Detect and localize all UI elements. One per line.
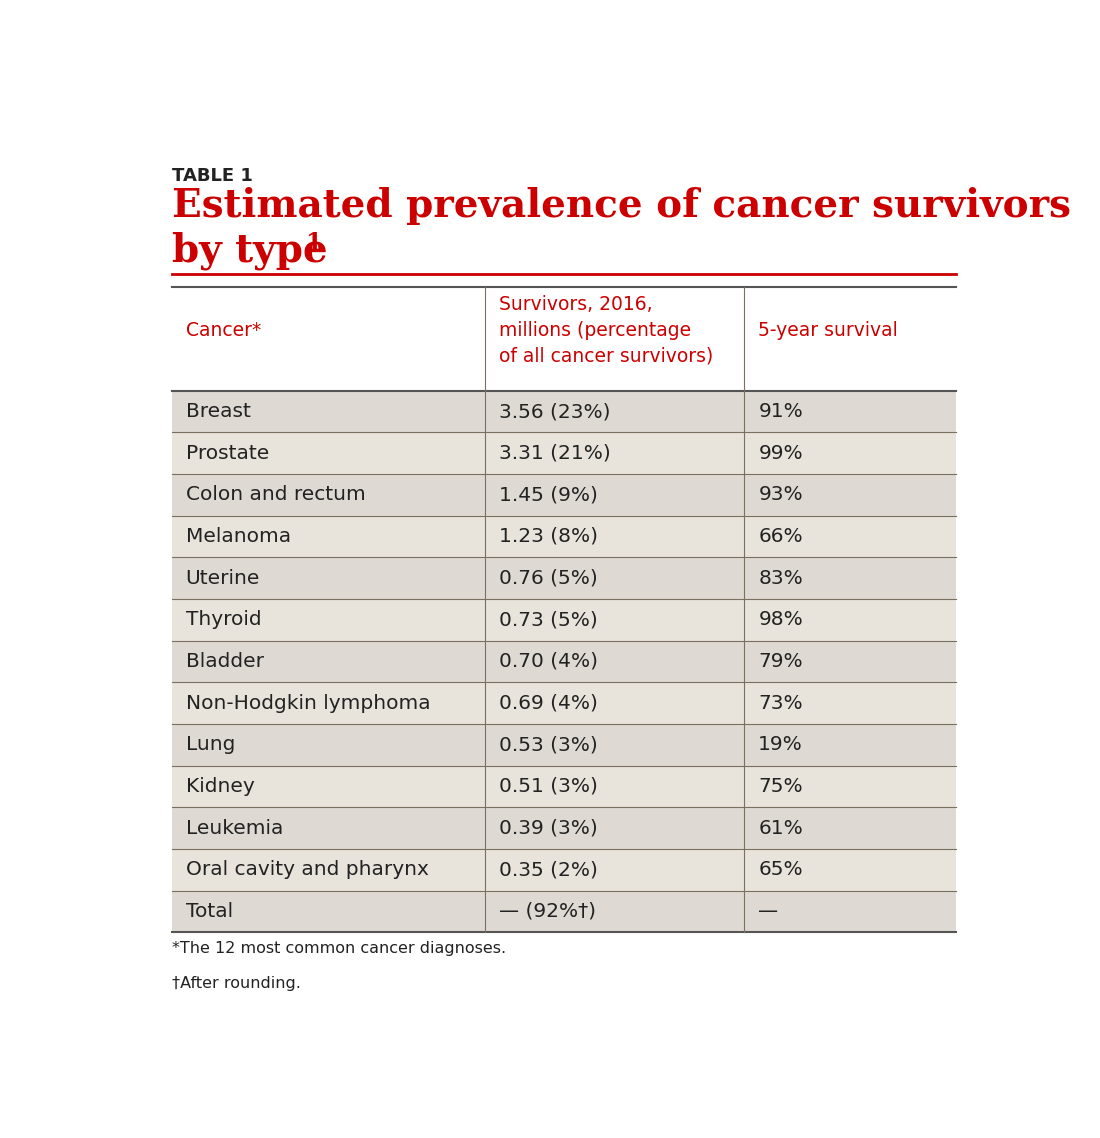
Text: 91%: 91% <box>758 402 803 421</box>
Text: Colon and rectum: Colon and rectum <box>186 485 365 504</box>
Bar <box>172 849 956 891</box>
Text: 99%: 99% <box>758 444 803 463</box>
Text: 0.69 (4%): 0.69 (4%) <box>499 693 598 712</box>
Text: Non-Hodgkin lymphoma: Non-Hodgkin lymphoma <box>186 693 430 712</box>
Bar <box>172 683 956 724</box>
Bar <box>172 599 956 641</box>
Text: 0.53 (3%): 0.53 (3%) <box>499 735 598 754</box>
Text: 19%: 19% <box>758 735 803 754</box>
Text: Oral cavity and pharynx: Oral cavity and pharynx <box>186 860 429 880</box>
Text: Estimated prevalence of cancer survivors: Estimated prevalence of cancer survivors <box>172 188 1070 225</box>
Text: 0.70 (4%): 0.70 (4%) <box>499 652 598 671</box>
Text: Survivors, 2016,
millions (percentage
of all cancer survivors): Survivors, 2016, millions (percentage of… <box>499 295 714 365</box>
Text: Lung: Lung <box>186 735 235 754</box>
Bar <box>172 641 956 683</box>
Text: 73%: 73% <box>758 693 803 712</box>
Text: 0.76 (5%): 0.76 (5%) <box>499 569 598 587</box>
Text: 98%: 98% <box>758 610 803 629</box>
Bar <box>172 432 956 475</box>
Text: *The 12 most common cancer diagnoses.: *The 12 most common cancer diagnoses. <box>172 941 506 956</box>
Text: 75%: 75% <box>758 777 803 795</box>
Text: Uterine: Uterine <box>186 569 260 587</box>
Bar <box>172 516 956 558</box>
Text: 3.56 (23%): 3.56 (23%) <box>499 402 611 421</box>
Text: Thyroid: Thyroid <box>186 610 262 629</box>
Text: 1: 1 <box>306 231 322 255</box>
Text: Cancer*: Cancer* <box>186 321 261 340</box>
Text: 66%: 66% <box>758 527 803 546</box>
Text: 3.31 (21%): 3.31 (21%) <box>499 444 612 463</box>
Text: 1.45 (9%): 1.45 (9%) <box>499 485 598 504</box>
Text: Kidney: Kidney <box>186 777 254 795</box>
Text: Total: Total <box>186 902 233 921</box>
Text: TABLE 1: TABLE 1 <box>172 167 253 185</box>
Bar <box>172 807 956 849</box>
Bar <box>172 724 956 766</box>
Text: 0.51 (3%): 0.51 (3%) <box>499 777 598 795</box>
Bar <box>172 390 956 432</box>
Text: †After rounding.: †After rounding. <box>172 976 300 991</box>
Text: 1.23 (8%): 1.23 (8%) <box>499 527 598 546</box>
Text: 0.73 (5%): 0.73 (5%) <box>499 610 598 629</box>
Text: 0.39 (3%): 0.39 (3%) <box>499 818 598 838</box>
Text: 0.35 (2%): 0.35 (2%) <box>499 860 598 880</box>
Text: Bladder: Bladder <box>186 652 264 671</box>
Bar <box>172 287 956 390</box>
Text: 93%: 93% <box>758 485 803 504</box>
Bar <box>172 558 956 599</box>
Text: by type: by type <box>172 231 327 270</box>
Text: Breast: Breast <box>186 402 251 421</box>
Bar <box>172 891 956 932</box>
Text: —: — <box>758 902 779 921</box>
Text: — (92%†): — (92%†) <box>499 902 596 921</box>
Text: Prostate: Prostate <box>186 444 270 463</box>
Text: 5-year survival: 5-year survival <box>758 321 898 340</box>
Bar <box>172 475 956 516</box>
Text: 61%: 61% <box>758 818 803 838</box>
Text: 65%: 65% <box>758 860 803 880</box>
Text: Leukemia: Leukemia <box>186 818 283 838</box>
Text: 79%: 79% <box>758 652 803 671</box>
Bar <box>172 766 956 807</box>
Text: Melanoma: Melanoma <box>186 527 290 546</box>
Text: 83%: 83% <box>758 569 803 587</box>
